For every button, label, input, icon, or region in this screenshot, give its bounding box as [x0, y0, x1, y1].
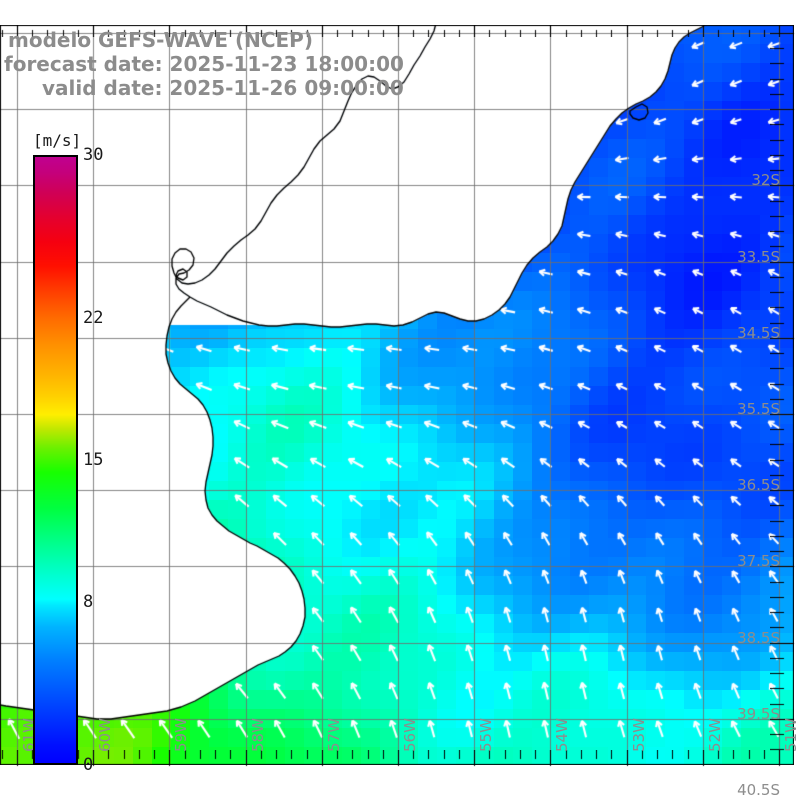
lat-tick-label: 39.5S — [737, 704, 780, 723]
lat-tick-label: 35.5S — [737, 400, 780, 418]
colorbar-tick-label: 0 — [83, 755, 94, 775]
colorbar-tick-label: 22 — [83, 307, 104, 328]
lat-tick-label: 32S — [751, 171, 780, 190]
lat-tick-label: 34.5S — [737, 323, 780, 342]
map-plot-area[interactable] — [0, 25, 794, 765]
lat-tick-label: 40.5S — [737, 781, 780, 799]
lat-tick-label: 33.5S — [737, 247, 780, 266]
lat-tick-label: 37.5S — [737, 552, 780, 571]
lon-tick-label: 51W — [782, 718, 800, 752]
colorbar-tick-label: 30 — [83, 145, 104, 165]
lon-tick-label: 55W — [477, 718, 496, 752]
lon-tick-label: 58W — [248, 718, 267, 752]
lat-tick-label: 36.5S — [737, 476, 780, 495]
lon-tick-label: 53W — [629, 718, 648, 752]
lon-tick-label: 57W — [324, 718, 343, 752]
lon-tick-label: 60W — [96, 718, 115, 752]
lon-tick-label: 54W — [553, 718, 572, 752]
colorbar-tick-label: 15 — [83, 450, 104, 470]
colorbar-tick-label: 8 — [83, 592, 94, 613]
colorbar-gradient — [33, 155, 78, 765]
lon-tick-label: 52W — [705, 718, 724, 752]
lon-tick-label: 59W — [172, 718, 191, 752]
bottom-axis-ticks — [0, 750, 794, 768]
right-axis-ticks — [770, 25, 800, 765]
coastline-layer — [0, 25, 794, 765]
top-axis-ticks — [0, 25, 794, 37]
lat-tick-label: 38.5S — [737, 628, 780, 647]
colorbar-units-label: [m/s] — [33, 131, 82, 150]
lon-tick-label: 56W — [401, 718, 419, 752]
